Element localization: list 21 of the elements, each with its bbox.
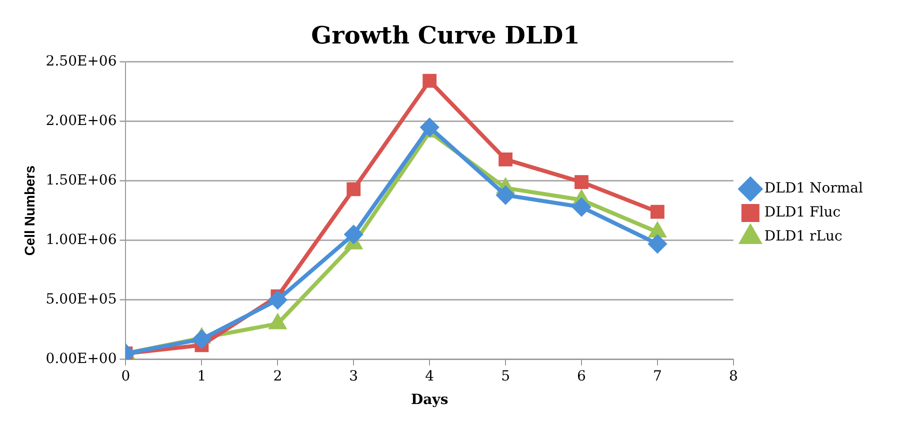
y-tick-label: 2.00E+06 (46, 112, 117, 129)
legend-label: DLD1 Normal (764, 180, 864, 197)
x-tick-label: 3 (349, 368, 358, 384)
y-tick-label: 0.00E+00 (46, 351, 117, 368)
legend-label: DLD1 Fluc (764, 204, 841, 221)
y-tick-label: 2.50E+06 (46, 53, 117, 70)
x-tick-label: 8 (728, 368, 738, 384)
y-tick-label: 1.00E+06 (46, 232, 117, 248)
x-axis-title: Days (410, 392, 448, 408)
x-tick-label: 1 (197, 368, 206, 384)
x-tick-label: 6 (577, 368, 586, 384)
x-tick-label: 0 (121, 368, 130, 384)
legend-label: DLD1 rLuc (764, 228, 843, 245)
y-tick-label: 1.50E+06 (46, 172, 117, 188)
y-tick-label: 5.00E+05 (46, 292, 117, 308)
x-tick-label: 2 (273, 368, 282, 384)
x-tick-label: 4 (425, 368, 434, 384)
x-tick-label: 7 (653, 368, 662, 384)
y-axis-title: Cell Numbers (21, 165, 38, 256)
chart-title: Growth Curve DLD1 (311, 20, 580, 50)
x-tick-label: 5 (501, 368, 510, 384)
